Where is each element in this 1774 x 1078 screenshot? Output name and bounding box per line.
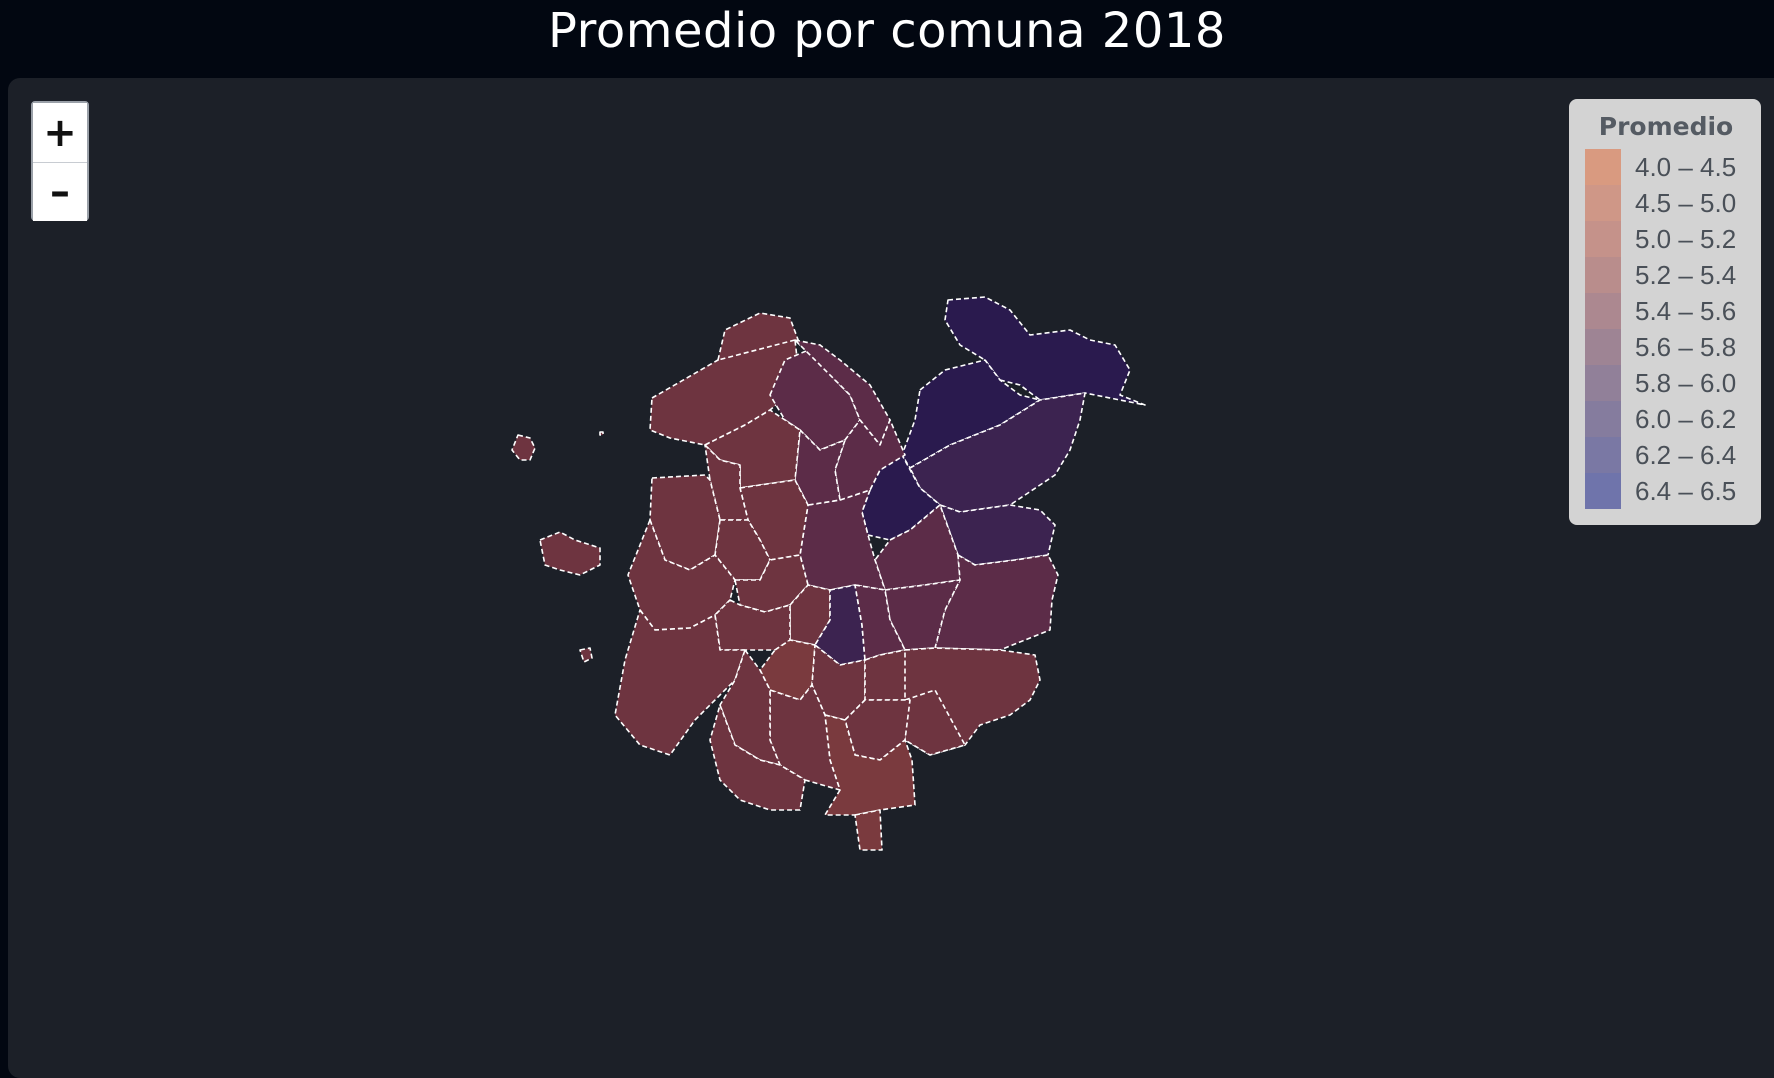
legend-row: 5.2 – 5.4 xyxy=(1585,257,1747,293)
legend-label: 5.8 – 6.0 xyxy=(1635,367,1737,398)
legend-title: Promedio xyxy=(1598,112,1734,141)
comuna-vitacura xyxy=(901,359,1041,469)
legend-row: 5.0 – 5.2 xyxy=(1585,221,1747,257)
legend-swatch xyxy=(1585,437,1621,473)
comuna-el-bosque xyxy=(844,699,911,761)
comuna-islet-3 xyxy=(579,647,593,663)
legend-swatch xyxy=(1585,185,1621,221)
legend-swatch xyxy=(1585,149,1621,185)
comuna-puente-alto xyxy=(904,689,966,756)
zoom-control: + – xyxy=(31,101,89,221)
legend-label: 6.4 – 6.5 xyxy=(1635,475,1737,506)
comuna-macul xyxy=(884,579,961,651)
legend-swatch xyxy=(1585,221,1621,257)
legend-row: 4.5 – 5.0 xyxy=(1585,185,1747,221)
legend-label: 4.5 – 5.0 xyxy=(1635,187,1737,218)
legend-label: 5.0 – 5.2 xyxy=(1635,223,1737,254)
legend-swatch xyxy=(1585,365,1621,401)
legend-swatch xyxy=(1585,293,1621,329)
comunas-map[interactable] xyxy=(8,78,1774,1040)
legend-label: 5.2 – 5.4 xyxy=(1635,259,1737,290)
page-title: Promedio por comuna 2018 xyxy=(548,3,1226,59)
comuna-lo-barnechea xyxy=(944,296,1146,406)
comuna-pac xyxy=(789,584,831,646)
comuna-san-bernardo-sur xyxy=(854,809,883,851)
comuna-la-cisterna xyxy=(811,644,866,721)
legend-label: 6.2 – 6.4 xyxy=(1635,439,1737,470)
comuna-region-n3 xyxy=(794,339,891,446)
comuna-islet-4 xyxy=(599,431,604,436)
legend-row: 5.4 – 5.6 xyxy=(1585,293,1747,329)
comuna-penalolen xyxy=(934,554,1059,651)
legend-swatch xyxy=(1585,473,1621,509)
legend-label: 5.6 – 5.8 xyxy=(1635,331,1737,362)
legend-row: 5.8 – 6.0 xyxy=(1585,365,1747,401)
legend-label: 4.0 – 4.5 xyxy=(1635,151,1737,182)
zoom-out-button[interactable]: – xyxy=(33,162,87,221)
comuna-sw-ring xyxy=(709,704,806,811)
zoom-in-button[interactable]: + xyxy=(33,103,87,162)
legend-label: 5.4 – 5.6 xyxy=(1635,295,1737,326)
legend-swatch xyxy=(1585,401,1621,437)
legend-row: 6.0 – 6.2 xyxy=(1585,401,1747,437)
legend-row: 4.0 – 4.5 xyxy=(1585,149,1747,185)
map-legend: Promedio 4.0 – 4.5 4.5 – 5.0 5.0 – 5.2 5… xyxy=(1569,99,1761,525)
legend-swatch xyxy=(1585,257,1621,293)
map-panel[interactable]: + – Promedio 4.0 – 4.5 4.5 – 5.0 5.0 – 5… xyxy=(8,78,1774,1078)
comuna-la-reina xyxy=(939,504,1056,566)
legend-swatch xyxy=(1585,329,1621,365)
legend-rows: 4.0 – 4.5 4.5 – 5.0 5.0 – 5.2 5.2 – 5.4 … xyxy=(1585,149,1747,509)
legend-row: 6.2 – 6.4 xyxy=(1585,437,1747,473)
legend-row: 5.6 – 5.8 xyxy=(1585,329,1747,365)
comuna-islet-2 xyxy=(539,531,601,576)
legend-label: 6.0 – 6.2 xyxy=(1635,403,1737,434)
comuna-region-n xyxy=(717,312,801,361)
comuna-independencia xyxy=(794,429,846,506)
comuna-la-pintana xyxy=(769,684,841,791)
legend-row: 6.4 – 6.5 xyxy=(1585,473,1747,509)
comuna-calera-de-tango xyxy=(719,649,781,766)
comuna-islet-1 xyxy=(511,434,536,461)
